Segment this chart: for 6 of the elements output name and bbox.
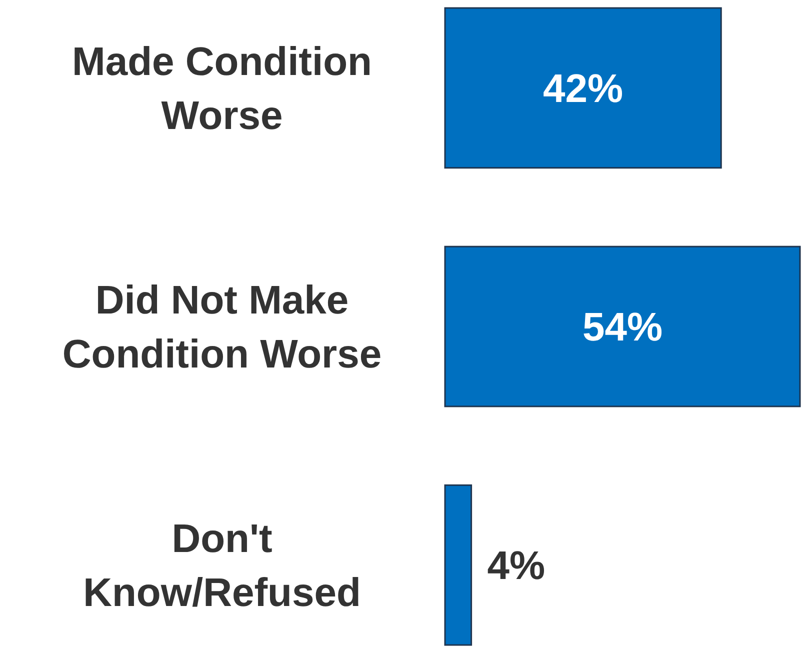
data-label: 54%: [582, 306, 663, 350]
data-label: 4%: [487, 544, 546, 588]
data-label: 42%: [543, 66, 624, 111]
y-tick-label: Did Not Make Condition Worse: [62, 278, 382, 376]
y-tick-label: Made Condition Worse: [72, 40, 372, 138]
y-tick-label: Don't Know/Refused: [83, 517, 361, 616]
